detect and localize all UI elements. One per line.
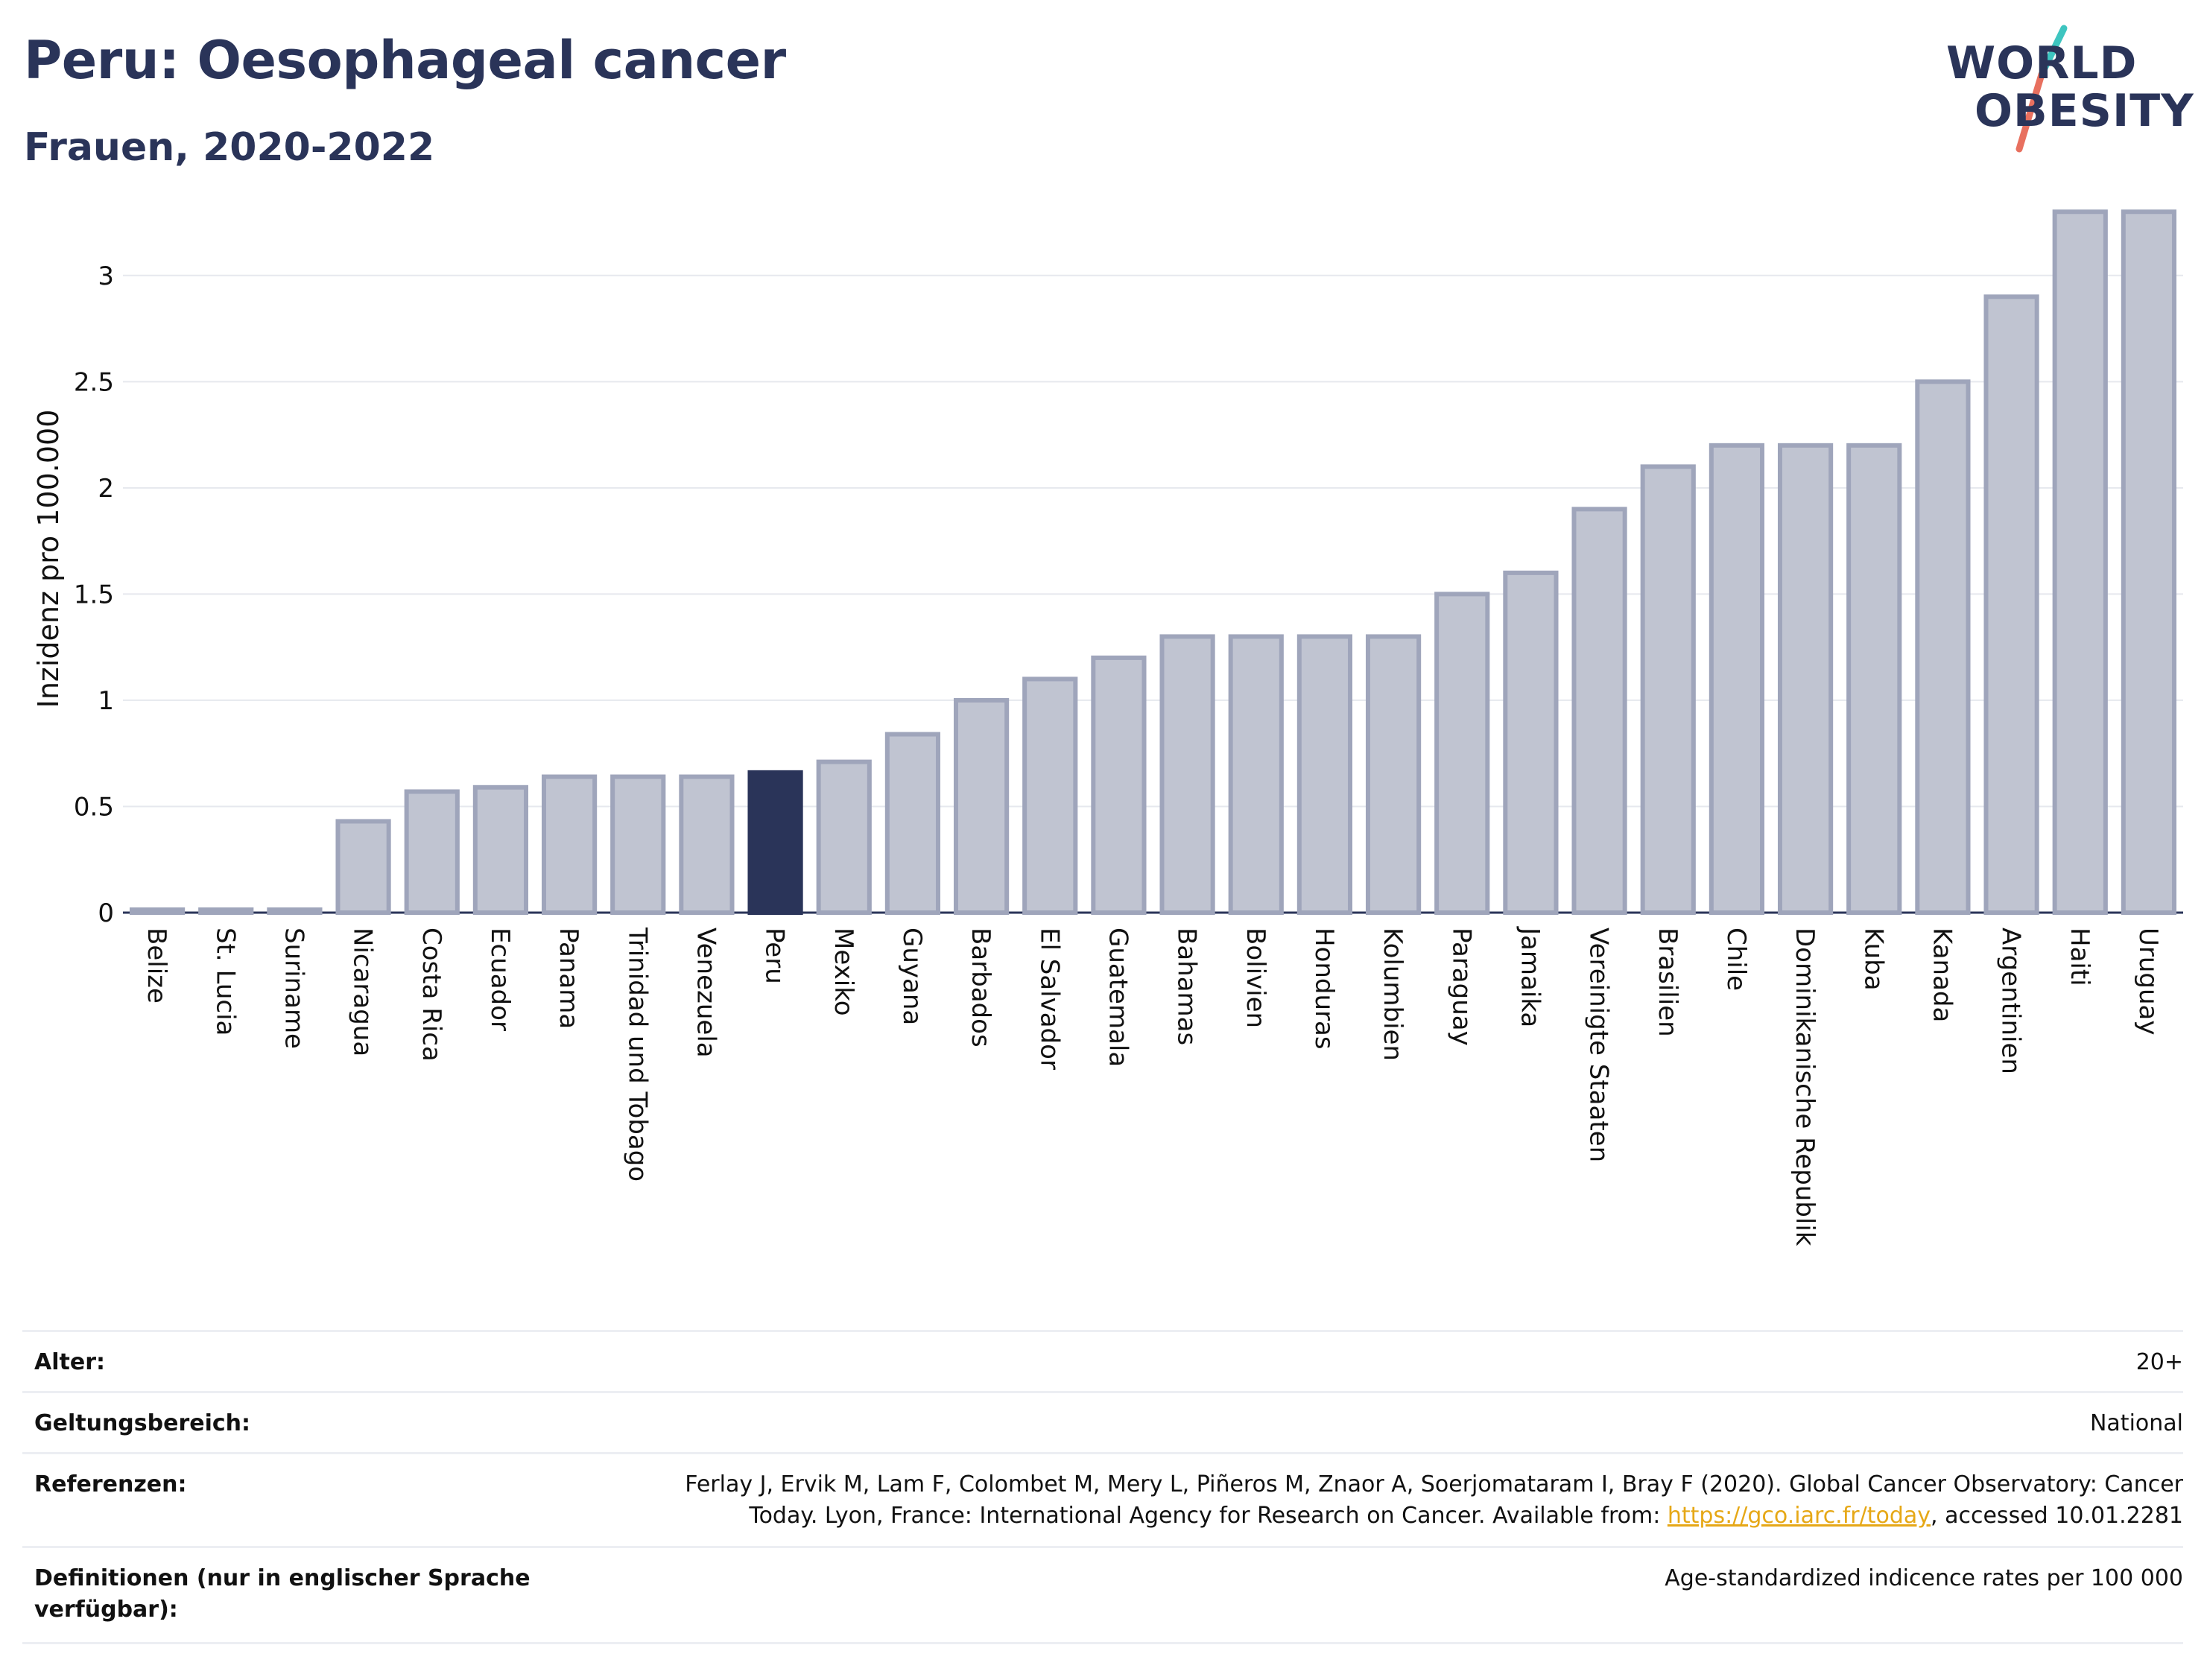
logo-slash-icon [2015, 25, 2068, 153]
bar-bahamas [1159, 634, 1215, 916]
world-obesity-logo: WORLD OBESITY [1937, 22, 2194, 156]
y-tick-label: 2.5 [74, 367, 114, 397]
x-tick-label: Mexiko [829, 928, 858, 1016]
x-tick-label: Paraguay [1446, 928, 1476, 1046]
meta-defs-label: Definitionen (nur in englischer Sprache … [34, 1563, 531, 1626]
meta-age-label: Alter: [34, 1349, 105, 1375]
x-tick-label: St. Lucia [210, 928, 240, 1036]
x-tick-label: Belize [142, 928, 171, 1004]
bar-jamaika [1503, 570, 1559, 916]
x-tick-label: Nicaragua [348, 928, 378, 1056]
x-tick-label: Kolumbien [1378, 928, 1407, 1061]
bar-kuba [1846, 443, 1902, 915]
bar-honduras [1296, 634, 1353, 916]
page-subtitle: Frauen, 2020-2022 [24, 125, 435, 170]
x-tick-label: Vereinigte Staaten [1584, 928, 1614, 1162]
x-tick-label: Kanada [1927, 928, 1957, 1022]
bar-peru [747, 770, 803, 915]
bar-chart: 0 0.5 1 1.5 2 2.5 3 Belize St. Lucia Suriname Nic… [32, 209, 2183, 1246]
bar-guatemala [1091, 655, 1147, 915]
meta-row-scope: Geltungsbereich: National [22, 1391, 2183, 1454]
meta-refs-line2-text: Today. Lyon, France: International Agenc… [749, 1503, 1668, 1529]
x-tick-label: Honduras [1309, 928, 1339, 1050]
meta-defs-label-line1: Definitionen (nur in englischer Sprache [34, 1565, 531, 1591]
y-tick-label: 3 [98, 261, 114, 291]
x-tick-label: Argentinien [1996, 928, 2026, 1074]
bar-guyana [884, 732, 941, 915]
x-tick-label: Kuba [1858, 928, 1888, 991]
bar-el-salvador [1022, 676, 1078, 915]
meta-refs-accessed: , accessed 10.01.2281 [1931, 1503, 2183, 1529]
bar-argentinien [1983, 294, 2039, 915]
meta-row-definitions: Definitionen (nur in englischer Sprache … [22, 1546, 2183, 1644]
meta-refs-label: Referenzen: [34, 1471, 187, 1497]
bar-belize [129, 907, 186, 915]
bar-barbados [953, 697, 1010, 915]
y-tick-label: 0 [98, 898, 114, 928]
x-tick-label: Ecuador [485, 928, 515, 1031]
bar-uruguay [2121, 209, 2177, 915]
y-tick-label: 1 [98, 686, 114, 716]
y-axis-label: Inzidenz pro 100.000 [32, 410, 65, 709]
bar-suriname [267, 907, 323, 915]
x-tick-label: Barbados [966, 928, 995, 1047]
bar-trinidad-und-tobago [610, 774, 666, 915]
reference-link[interactable]: https://gco.iarc.fr/today [1667, 1503, 1931, 1529]
bar-panama [541, 774, 598, 915]
x-tick-label: Guyana [897, 928, 927, 1025]
bar-st-lucia [198, 907, 254, 915]
x-tick-label: Peru [760, 928, 790, 984]
x-tick-label: Bolivien [1241, 928, 1270, 1028]
x-tick-label: El Salvador [1034, 928, 1064, 1070]
y-tick-label: 0.5 [74, 792, 114, 822]
meta-scope-value: National [2089, 1410, 2183, 1436]
meta-refs-value: Ferlay J, Ervik M, Lam F, Colombet M, Me… [685, 1469, 2183, 1532]
meta-refs-line2: Today. Lyon, France: International Agenc… [685, 1500, 2183, 1532]
x-tick-label: Costa Rica [417, 928, 446, 1062]
bar-vereinigte-staaten [1571, 507, 1627, 915]
bar-kolumbien [1365, 634, 1422, 916]
x-tick-label: Chile [1721, 928, 1751, 991]
meta-scope-label: Geltungsbereich: [34, 1410, 251, 1436]
x-tick-label: Suriname [279, 928, 308, 1049]
bar-paraguay [1434, 592, 1490, 915]
meta-row-age: Alter: 20+ [22, 1330, 2183, 1393]
bar-mexiko [816, 759, 872, 915]
logo-text-world: WORLD [1946, 37, 2138, 89]
x-tick-label: Panama [554, 928, 583, 1029]
logo-text-obesity: OBESITY [1975, 85, 2194, 137]
x-tick-label: Brasilien [1653, 928, 1682, 1037]
meta-defs-label-line2: verfügbar): [34, 1597, 178, 1623]
bar-costa-rica [404, 789, 460, 915]
bar-kanada [1915, 379, 1971, 915]
bar-chile [1709, 443, 1765, 915]
meta-refs-line1: Ferlay J, Ervik M, Lam F, Colombet M, Me… [685, 1471, 2183, 1497]
bar-brasilien [1640, 464, 1696, 915]
bar-ecuador [472, 784, 529, 916]
bar-nicaragua [335, 819, 391, 916]
x-tick-label: Venezuela [691, 928, 721, 1058]
x-tick-label: Guatemala [1103, 928, 1133, 1067]
meta-row-references: Referenzen: Ferlay J, Ervik M, Lam F, Co… [22, 1452, 2183, 1548]
x-tick-label: Bahamas [1172, 928, 1202, 1045]
meta-age-value: 20+ [2135, 1349, 2183, 1375]
bar-dominikanische-republik [1777, 443, 1834, 915]
bar-venezuela [679, 774, 735, 915]
x-tick-label: Haiti [2065, 928, 2094, 986]
y-tick-label: 1.5 [74, 580, 114, 609]
x-tick-label: Trinidad und Tobago [622, 927, 652, 1182]
bar-bolivien [1228, 634, 1284, 916]
x-tick-label: Uruguay [2133, 928, 2163, 1036]
x-tick-label: Dominikanische Republik [1790, 928, 1820, 1246]
y-tick-label: 2 [98, 474, 114, 504]
meta-defs-value: Age-standardized indicence rates per 100… [1665, 1565, 2183, 1591]
x-tick-label: Jamaika [1515, 926, 1545, 1027]
bar-haiti [2052, 209, 2108, 915]
page-title: Peru: Oesophageal cancer [24, 30, 786, 91]
